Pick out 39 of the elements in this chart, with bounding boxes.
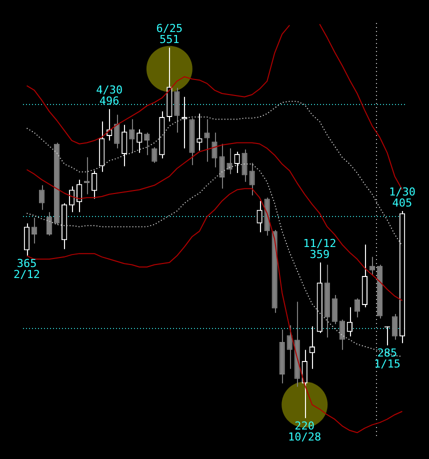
annotation: 220 10/28	[288, 419, 322, 444]
candlestick	[256, 200, 262, 233]
candlestick	[339, 319, 345, 350]
candlestick	[174, 87, 180, 134]
candlestick	[242, 148, 248, 182]
candlestick	[136, 128, 142, 154]
candlestick	[152, 146, 158, 164]
candlestick	[286, 324, 292, 370]
annotation: 365 2/12	[14, 257, 40, 282]
candlestick	[24, 222, 30, 256]
candlestick	[369, 256, 376, 276]
candlestick	[196, 113, 202, 152]
candlestick	[144, 132, 150, 156]
candlestick	[92, 170, 98, 200]
candlestick	[204, 118, 210, 162]
annotation: 285 1/15	[374, 346, 400, 371]
candlestick	[129, 118, 135, 154]
candlestick	[114, 114, 120, 149]
candlestick	[346, 306, 352, 337]
candlestick	[46, 212, 52, 236]
candlestick	[354, 298, 360, 318]
annotation: 1/30 405	[388, 185, 416, 210]
candlestick	[182, 96, 188, 149]
candlestick	[38, 184, 45, 210]
candlestick	[31, 217, 38, 244]
candlestick	[234, 151, 240, 174]
candlestick	[309, 326, 315, 370]
candlestick	[219, 143, 225, 190]
annotation: 6/25 551	[156, 22, 183, 46]
candlestick	[302, 349, 308, 419]
candlestick	[392, 314, 398, 340]
candlestick	[212, 132, 218, 168]
candlestick	[76, 179, 82, 213]
candlestick	[122, 124, 128, 167]
candlestick	[332, 294, 338, 325]
annotation: 4/30 496	[96, 84, 123, 108]
candlestick	[226, 148, 232, 175]
candlestick	[249, 162, 255, 196]
annotation: 11/12 359	[303, 236, 336, 261]
